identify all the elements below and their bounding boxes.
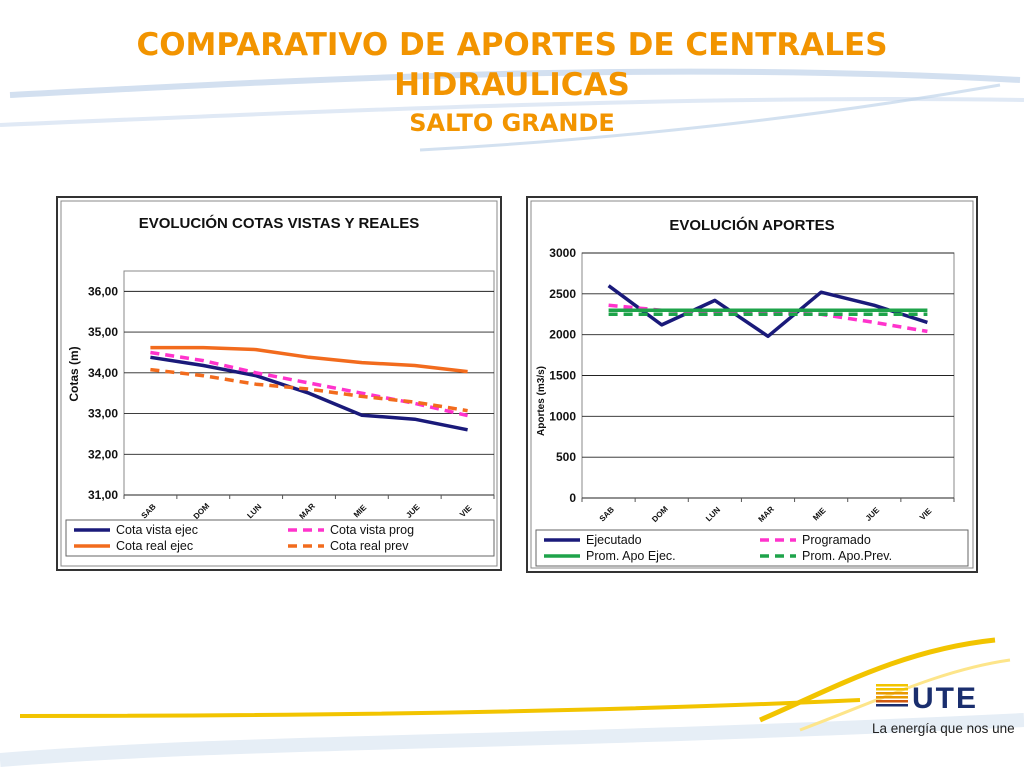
y-tick-label: 2000 — [549, 328, 576, 342]
y-tick-label: 1500 — [549, 369, 576, 383]
y-tick-label: 2500 — [549, 287, 576, 301]
series-line — [150, 345, 468, 374]
y-axis-label: Aportes (m3/s) — [536, 366, 547, 436]
chart-inner-frame — [530, 200, 974, 569]
legend-box — [65, 519, 495, 557]
legend-label: Programado — [802, 533, 871, 547]
plot-area — [123, 270, 495, 496]
chart-cotas-panel: EVOLUCIÓN COTAS VISTAS Y REALES 31,00 32,0… — [56, 196, 502, 571]
y-tick-label: 33,00 — [88, 407, 118, 421]
legend-label: Prom. Apo.Prev. — [802, 549, 892, 563]
chart-aportes-panel: EVOLUCIÓN APORTES 0 500 1000 1500 2000 2500 300… — [526, 196, 978, 573]
y-tick-label: 1000 — [549, 409, 576, 423]
chart-inner-frame — [60, 200, 498, 567]
legend-label: Ejecutado — [586, 533, 642, 547]
chart-cotas: EVOLUCIÓN COTAS VISTAS Y REALES 31,00 32,0… — [56, 196, 502, 571]
chart-title: EVOLUCIÓN COTAS VISTAS Y REALES — [139, 214, 420, 232]
series-line — [607, 284, 928, 339]
slide-title-line-1: COMPARATIVO DE APORTES DE CENTRALES — [136, 27, 888, 63]
y-tick-label: 31,00 — [88, 488, 118, 502]
logo-stripe — [876, 696, 908, 699]
y-tick-label: 32,00 — [88, 447, 118, 461]
y-tick-label: 0 — [569, 491, 576, 505]
legend-label: Cota real ejec — [116, 539, 193, 553]
series-line — [150, 350, 468, 418]
series-line — [150, 355, 468, 432]
series-line — [150, 367, 468, 413]
logo-stripe — [876, 700, 908, 703]
y-axis-label: Cotas (m) — [67, 346, 81, 401]
legend-label: Cota vista ejec — [116, 523, 198, 537]
legend-label: Cota vista prog — [330, 523, 414, 537]
slide-title-line-2: HIDRAULICAS — [394, 67, 630, 103]
y-tick-label: 3000 — [549, 246, 576, 260]
brand-tagline: La energía que nos une — [872, 721, 1015, 736]
logo-stripe — [876, 684, 908, 687]
logo-stripe — [876, 692, 908, 695]
legend-box — [535, 529, 969, 567]
ute-logo-icon: UTE — [876, 682, 978, 715]
y-tick-label: 34,00 — [88, 366, 118, 380]
logo-stripe — [876, 704, 908, 707]
chart-title: EVOLUCIÓN APORTES — [669, 216, 834, 234]
legend-label: Cota real prev — [330, 539, 409, 553]
slide-subtitle: SALTO GRANDE — [409, 109, 615, 137]
y-tick-label: 35,00 — [88, 325, 118, 339]
y-tick-label: 36,00 — [88, 284, 118, 298]
y-tick-label: 500 — [556, 450, 576, 464]
legend-label: Prom. Apo Ejec. — [586, 549, 676, 563]
logo-stripe — [876, 688, 908, 691]
logo-text: UTE — [912, 682, 978, 715]
chart-aportes: EVOLUCIÓN APORTES 0 500 1000 1500 2000 2500 300… — [526, 196, 978, 573]
